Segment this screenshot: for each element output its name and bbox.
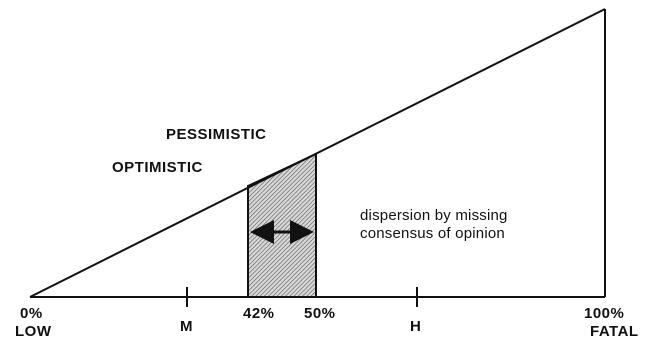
uncertainty-band (247, 152, 317, 298)
left-axis-percent: 0% (20, 305, 43, 322)
tick-h-label: H (410, 318, 422, 335)
right-axis-word: FATAL (590, 323, 639, 340)
left-axis-word: LOW (15, 323, 52, 340)
pessimistic-label: PESSIMISTIC (166, 126, 267, 143)
right-axis-percent: 100% (584, 305, 625, 322)
dispersion-note: dispersion by missing consensus of opini… (360, 207, 508, 243)
band-end-label: 50% (304, 305, 336, 322)
dispersion-note-line-2: consensus of opinion (360, 225, 505, 242)
optimistic-label: OPTIMISTIC (112, 159, 203, 176)
band-start-label: 42% (243, 305, 275, 322)
hypotenuse-line (29, 8, 606, 298)
dispersion-note-line-1: dispersion by missing (360, 207, 508, 224)
tick-m-label: M (180, 318, 193, 335)
